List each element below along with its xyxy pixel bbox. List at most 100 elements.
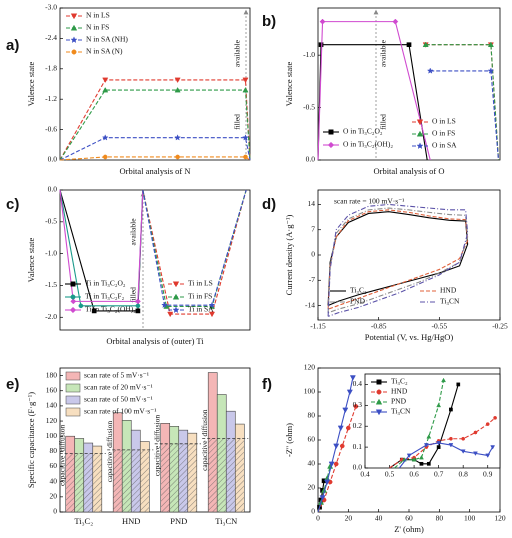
x-tick-label: Ti₃CN: [215, 516, 237, 526]
marker: [71, 49, 77, 55]
y-tick-label: 0.0: [48, 155, 58, 164]
y-tick-label: 80: [50, 446, 58, 455]
legend-label: Ti₃CN: [440, 297, 460, 306]
x-axis-label: Z' (ohm): [394, 524, 424, 534]
marker: [449, 436, 453, 441]
plot-frame: [317, 7, 501, 161]
capacitive-label: capacitive: [200, 440, 209, 471]
marker: [436, 441, 442, 446]
available-label: available: [233, 39, 242, 67]
y-tick-label: -2.4: [45, 33, 57, 42]
marker: [318, 42, 324, 48]
y-tick-label: 140: [46, 401, 58, 410]
available-label: available: [379, 39, 388, 67]
marker: [319, 495, 326, 501]
diffusion-label: diffusion: [57, 424, 66, 451]
diffusion-label: diffusion: [105, 421, 114, 448]
y-tick-label: -0.6: [45, 124, 57, 133]
y-tick-label: 0.0: [48, 185, 58, 194]
marker: [172, 293, 180, 300]
marker: [242, 86, 249, 93]
marker: [449, 407, 453, 412]
marker: [406, 453, 412, 458]
marker: [490, 445, 496, 450]
legend-label: O in SA: [432, 141, 457, 150]
legend-label: N in FS: [86, 23, 109, 32]
marker: [70, 298, 77, 305]
marker: [416, 142, 424, 150]
panel-label: a): [6, 37, 19, 54]
y-tick-label: 0.3: [353, 400, 363, 409]
marker: [426, 434, 432, 439]
series-line: [59, 189, 144, 302]
plot-frame: [59, 367, 251, 513]
marker: [102, 77, 109, 84]
x-tick-label: -1.15: [310, 322, 326, 331]
marker: [69, 306, 77, 314]
y-tick-label: -3.0: [45, 3, 57, 12]
legend-label: PND: [350, 297, 366, 306]
marker: [324, 479, 331, 486]
marker: [460, 449, 466, 454]
y-tick-label: 0: [53, 507, 57, 516]
marker: [333, 443, 340, 450]
y-tick-label: 100: [46, 431, 58, 440]
diffusion-label: diffusion: [200, 409, 209, 436]
marker: [473, 451, 478, 456]
y-axis-label: Valence state: [284, 61, 294, 106]
panel-label: b): [262, 13, 276, 30]
marker: [70, 294, 76, 300]
marker: [436, 402, 442, 408]
x-tick-label: 40: [375, 514, 383, 523]
marker: [70, 13, 78, 20]
marker: [456, 382, 461, 387]
legend-swatch: [65, 407, 81, 417]
legend-label: O in Ti₃C₂O₂: [343, 127, 383, 136]
marker: [416, 130, 424, 137]
y-axis-label: Valence state: [26, 237, 36, 282]
legend-label: scan rate of 50 mV·s⁻¹: [84, 395, 153, 404]
legend-label: Ti₃C₂: [350, 286, 367, 295]
capacitive-part: [160, 443, 197, 512]
legend-label: N in SA (N): [86, 47, 123, 56]
legend-swatch: [65, 383, 81, 393]
marker: [487, 41, 494, 48]
marker: [328, 461, 335, 468]
marker: [376, 379, 382, 385]
marker: [242, 77, 249, 84]
series-line: [389, 417, 496, 469]
y-tick-label: 0: [311, 250, 315, 259]
marker: [161, 301, 168, 309]
y-tick-label: -0.5: [45, 217, 57, 226]
legend-label: scan rate of 5 mV·s⁻¹: [84, 371, 149, 380]
plot-frame: [59, 189, 251, 331]
marker: [411, 457, 417, 462]
diffusion-label: diffusion: [152, 415, 161, 442]
x-axis-label: Orbital analysis of (outer) Ti: [106, 336, 204, 346]
annotation: scan rate = 100 mV·s⁻¹: [334, 197, 404, 206]
marker: [102, 154, 108, 160]
marker: [333, 461, 339, 467]
marker: [327, 141, 335, 149]
legend-label: Ti in Ti₃C₂O₂: [85, 279, 126, 288]
series-line: [317, 21, 431, 161]
panel-label: f): [262, 376, 272, 393]
y-tick-label: -14: [305, 300, 315, 309]
y-axis-label: Current density (A·g⁻¹): [284, 214, 294, 295]
legend-label: HND: [440, 286, 457, 295]
available-label: available: [129, 218, 138, 246]
marker: [208, 301, 216, 309]
filled-label: filled: [379, 114, 388, 130]
legend-swatch: [65, 395, 81, 405]
marker: [167, 311, 174, 318]
legend-label: Ti in Ti₃C₂F₂: [85, 292, 125, 301]
x-tick-label: Ti₃C₂: [74, 516, 93, 526]
marker: [392, 18, 399, 25]
plot-frame: [364, 373, 501, 469]
legend-label: Ti in Ti₃C₂(OH)₂: [85, 305, 136, 314]
panel-label: d): [262, 196, 276, 213]
marker: [487, 67, 495, 74]
marker: [172, 306, 180, 314]
marker: [174, 77, 181, 84]
